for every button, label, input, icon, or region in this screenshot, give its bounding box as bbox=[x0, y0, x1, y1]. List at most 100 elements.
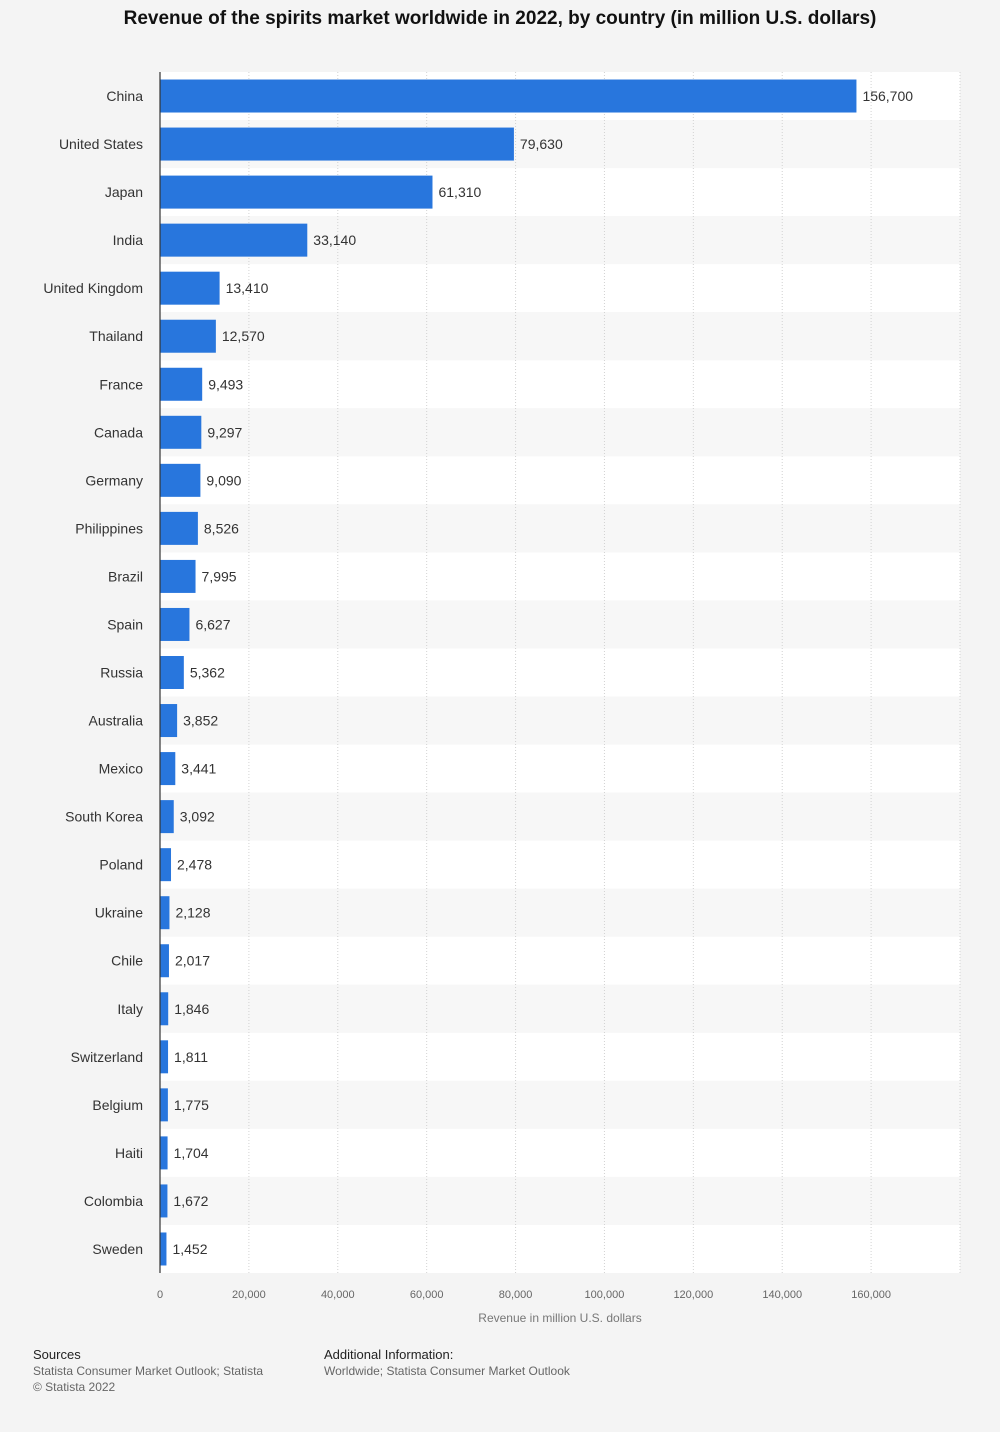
bar bbox=[160, 511, 198, 545]
row-band bbox=[160, 648, 960, 697]
row-band bbox=[160, 1224, 960, 1273]
additional-info-heading: Additional Information: bbox=[324, 1347, 454, 1362]
bar bbox=[160, 1136, 168, 1170]
additional-info-text: Worldwide; Statista Consumer Market Outl… bbox=[324, 1364, 570, 1378]
category-label: Sweden bbox=[92, 1241, 143, 1257]
sources-heading: Sources bbox=[33, 1347, 81, 1362]
row-band bbox=[160, 360, 960, 409]
category-label: Colombia bbox=[84, 1193, 143, 1209]
bar bbox=[160, 656, 184, 689]
bar bbox=[160, 944, 169, 978]
value-label: 2,478 bbox=[177, 857, 212, 873]
value-label: 12,570 bbox=[222, 328, 265, 344]
row-band bbox=[160, 1032, 960, 1081]
bar bbox=[160, 896, 170, 930]
value-label: 3,852 bbox=[183, 713, 218, 729]
category-label: Spain bbox=[107, 616, 143, 632]
bar bbox=[160, 992, 169, 1026]
category-label: Russia bbox=[100, 665, 143, 681]
value-label: 1,452 bbox=[172, 1241, 207, 1257]
value-label: 1,672 bbox=[173, 1193, 208, 1209]
value-label: 3,441 bbox=[181, 761, 216, 777]
value-label: 79,630 bbox=[520, 136, 563, 152]
x-tick-label: 80,000 bbox=[499, 1289, 533, 1301]
category-label: Mexico bbox=[99, 761, 144, 777]
row-band bbox=[160, 936, 960, 985]
bar bbox=[160, 1232, 167, 1266]
value-label: 1,811 bbox=[174, 1049, 208, 1065]
row-band bbox=[160, 1128, 960, 1177]
category-label: Brazil bbox=[108, 568, 143, 584]
row-band bbox=[160, 552, 960, 601]
bar bbox=[160, 559, 196, 593]
category-label: Ukraine bbox=[95, 905, 143, 921]
additional-info-block: Additional Information: Worldwide; Stati… bbox=[324, 1347, 570, 1379]
bar bbox=[160, 415, 202, 449]
x-tick-label: 40,000 bbox=[321, 1289, 355, 1301]
bar bbox=[160, 367, 203, 401]
value-label: 3,092 bbox=[180, 809, 215, 825]
x-tick-label: 0 bbox=[157, 1289, 163, 1301]
bar bbox=[160, 1040, 169, 1074]
bar bbox=[160, 271, 220, 305]
row-band bbox=[160, 312, 960, 361]
row-band bbox=[160, 1080, 960, 1129]
row-band bbox=[160, 888, 960, 937]
row-band bbox=[160, 696, 960, 745]
x-tick-label: 60,000 bbox=[410, 1289, 444, 1301]
value-label: 33,140 bbox=[313, 232, 356, 248]
x-axis-label: Revenue in million U.S. dollars bbox=[478, 1311, 641, 1325]
sources-text[interactable]: Statista Consumer Market Outlook; Statis… bbox=[33, 1364, 264, 1378]
x-tick-label: 20,000 bbox=[232, 1289, 266, 1301]
bar bbox=[160, 463, 201, 497]
value-label: 9,493 bbox=[208, 376, 243, 392]
value-label: 61,310 bbox=[438, 184, 481, 200]
bar bbox=[160, 752, 176, 786]
value-label: 13,410 bbox=[226, 280, 269, 296]
category-label: Canada bbox=[94, 424, 143, 440]
bar bbox=[160, 848, 172, 882]
category-label: Japan bbox=[105, 184, 143, 200]
row-band bbox=[160, 456, 960, 505]
value-label: 156,700 bbox=[862, 88, 913, 104]
category-label: Philippines bbox=[75, 520, 143, 536]
category-label: United Kingdom bbox=[43, 280, 143, 296]
bar bbox=[160, 319, 216, 353]
value-label: 1,704 bbox=[174, 1145, 209, 1161]
value-label: 2,017 bbox=[175, 953, 210, 969]
bar bbox=[160, 175, 433, 209]
category-label: India bbox=[113, 232, 144, 248]
value-label: 8,526 bbox=[204, 520, 239, 536]
value-label: 1,775 bbox=[174, 1097, 209, 1113]
x-tick-label: 100,000 bbox=[585, 1289, 625, 1301]
category-label: Switzerland bbox=[71, 1049, 143, 1065]
value-label: 6,627 bbox=[195, 616, 230, 632]
category-label: Haiti bbox=[115, 1145, 143, 1161]
row-band bbox=[160, 744, 960, 793]
row-band bbox=[160, 600, 960, 649]
bar bbox=[160, 79, 857, 113]
category-label: Italy bbox=[117, 1001, 143, 1017]
category-label: Belgium bbox=[92, 1097, 143, 1113]
row-band bbox=[160, 408, 960, 457]
row-band bbox=[160, 264, 960, 313]
value-label: 1,846 bbox=[174, 1001, 209, 1017]
value-label: 9,297 bbox=[207, 424, 242, 440]
category-label: Poland bbox=[99, 857, 143, 873]
row-band bbox=[160, 984, 960, 1033]
row-band bbox=[160, 840, 960, 889]
category-label: South Korea bbox=[65, 809, 143, 825]
x-tick-label: 120,000 bbox=[673, 1289, 713, 1301]
category-label: Germany bbox=[85, 472, 143, 488]
x-tick-label: 160,000 bbox=[851, 1289, 891, 1301]
bar bbox=[160, 1088, 168, 1122]
category-label: Chile bbox=[111, 953, 143, 969]
row-band bbox=[160, 1176, 960, 1225]
category-label: France bbox=[99, 376, 143, 392]
bar bbox=[160, 704, 178, 738]
category-label: Thailand bbox=[89, 328, 143, 344]
value-label: 7,995 bbox=[202, 568, 237, 584]
value-label: 5,362 bbox=[190, 665, 225, 681]
bar bbox=[160, 127, 514, 161]
bar bbox=[160, 1184, 168, 1218]
